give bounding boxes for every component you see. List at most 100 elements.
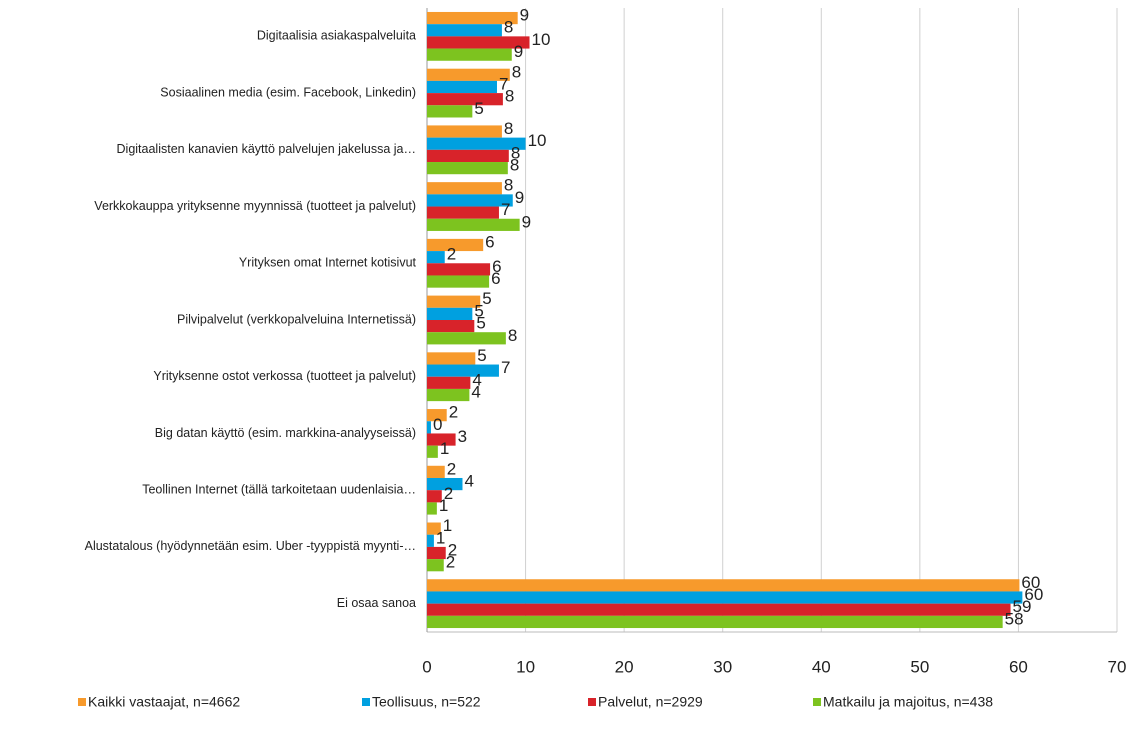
value-label: 1	[436, 528, 445, 547]
bar	[427, 490, 442, 503]
legend-label: Kaikki vastaajat, n=4662	[88, 694, 240, 710]
legend-swatch	[362, 698, 370, 706]
value-label: 5	[474, 301, 483, 320]
value-label: 0	[433, 415, 442, 434]
value-label: 59	[1013, 597, 1032, 616]
x-tick-label: 20	[615, 657, 634, 676]
value-label: 8	[504, 176, 513, 195]
bar	[427, 36, 530, 49]
value-label: 7	[499, 74, 508, 93]
value-label: 1	[439, 496, 448, 515]
bar	[427, 615, 1003, 629]
bar	[427, 465, 445, 478]
y-tick-label: Verkkokauppa yrityksenne myynnissä (tuot…	[94, 199, 416, 213]
bar	[427, 80, 497, 94]
value-label: 7	[501, 358, 510, 377]
value-label: 60	[1021, 573, 1040, 592]
y-tick-label: Pilvipalvelut (verkkopalveluina Internet…	[177, 312, 416, 326]
y-tick-label: Teollinen Internet (tällä tarkoitetaan u…	[142, 482, 416, 496]
value-label: 10	[528, 131, 547, 150]
bar	[427, 421, 431, 434]
value-label: 9	[514, 42, 523, 61]
bar	[427, 388, 470, 402]
x-tick-label: 40	[812, 657, 831, 676]
value-label: 6	[491, 269, 500, 288]
value-label: 1	[443, 516, 452, 535]
x-tick-label: 50	[910, 657, 929, 676]
y-tick-label: Yrityksen omat Internet kotisivut	[239, 256, 417, 270]
bar	[427, 320, 475, 333]
value-label: 5	[482, 289, 491, 308]
value-label: 5	[474, 99, 483, 118]
value-label: 2	[447, 245, 456, 264]
value-label: 8	[510, 156, 519, 175]
legend-label: Matkailu ja majoitus, n=438	[823, 694, 993, 710]
legend-label: Teollisuus, n=522	[372, 694, 481, 710]
value-label: 5	[476, 314, 485, 333]
y-tick-label: Sosiaalinen media (esim. Facebook, Linke…	[160, 85, 416, 99]
y-tick-label: Ei osaa sanoa	[337, 596, 416, 610]
bar	[427, 105, 473, 118]
bar	[427, 251, 445, 264]
value-label: 7	[501, 200, 510, 219]
bar	[427, 24, 502, 37]
value-label: 8	[505, 87, 514, 106]
value-label: 4	[471, 383, 480, 402]
value-label: 2	[447, 459, 456, 478]
bar	[427, 477, 463, 491]
legend-swatch	[78, 698, 86, 706]
value-label: 1	[440, 439, 449, 458]
value-label: 58	[1005, 609, 1024, 628]
y-tick-label: Digitaalisia asiakaspalveluita	[257, 29, 416, 43]
bar	[427, 409, 447, 422]
bar	[427, 68, 510, 81]
x-tick-label: 30	[713, 657, 732, 676]
bar	[427, 534, 434, 547]
x-tick-label: 60	[1009, 657, 1028, 676]
y-tick-label: Yrityksenne ostot verkossa (tuotteet ja …	[153, 369, 416, 383]
bar	[427, 11, 518, 25]
bar	[427, 559, 444, 572]
y-tick-label: Alustatalous (hyödynnetään esim. Uber -t…	[85, 539, 416, 553]
value-label: 2	[446, 553, 455, 572]
bar	[427, 263, 491, 276]
value-label: 9	[522, 212, 531, 231]
bar	[427, 522, 441, 535]
value-label: 8	[511, 143, 520, 162]
bar	[427, 275, 490, 288]
bar	[427, 546, 446, 560]
value-label: 8	[504, 18, 513, 37]
bar	[427, 162, 508, 175]
bar	[427, 182, 502, 195]
bar	[427, 238, 484, 252]
bar	[427, 332, 506, 345]
value-label: 4	[464, 472, 473, 491]
value-label: 8	[504, 119, 513, 138]
bar	[427, 295, 481, 308]
y-tick-label: Big datan käyttö (esim. markkina-analyys…	[155, 426, 416, 440]
bar	[427, 364, 499, 377]
legend-swatch	[813, 698, 821, 706]
bar	[427, 352, 476, 365]
bar	[427, 433, 456, 446]
bar	[427, 48, 512, 61]
value-label: 10	[532, 30, 551, 49]
bar	[427, 149, 509, 163]
value-label: 5	[477, 346, 486, 365]
bar	[427, 591, 1023, 604]
x-tick-label: 70	[1108, 657, 1127, 676]
value-label: 6	[492, 257, 501, 276]
bar	[427, 579, 1020, 592]
x-tick-label: 0	[422, 657, 431, 676]
legend-swatch	[588, 698, 596, 706]
value-label: 2	[444, 484, 453, 503]
value-label: 9	[520, 6, 529, 25]
bar	[427, 93, 503, 106]
value-label: 60	[1024, 585, 1043, 604]
bar	[427, 125, 502, 138]
y-tick-label: Digitaalisten kanavien käyttö palvelujen…	[117, 142, 416, 156]
bar	[427, 376, 471, 389]
value-label: 2	[449, 403, 458, 422]
bar	[427, 194, 513, 207]
